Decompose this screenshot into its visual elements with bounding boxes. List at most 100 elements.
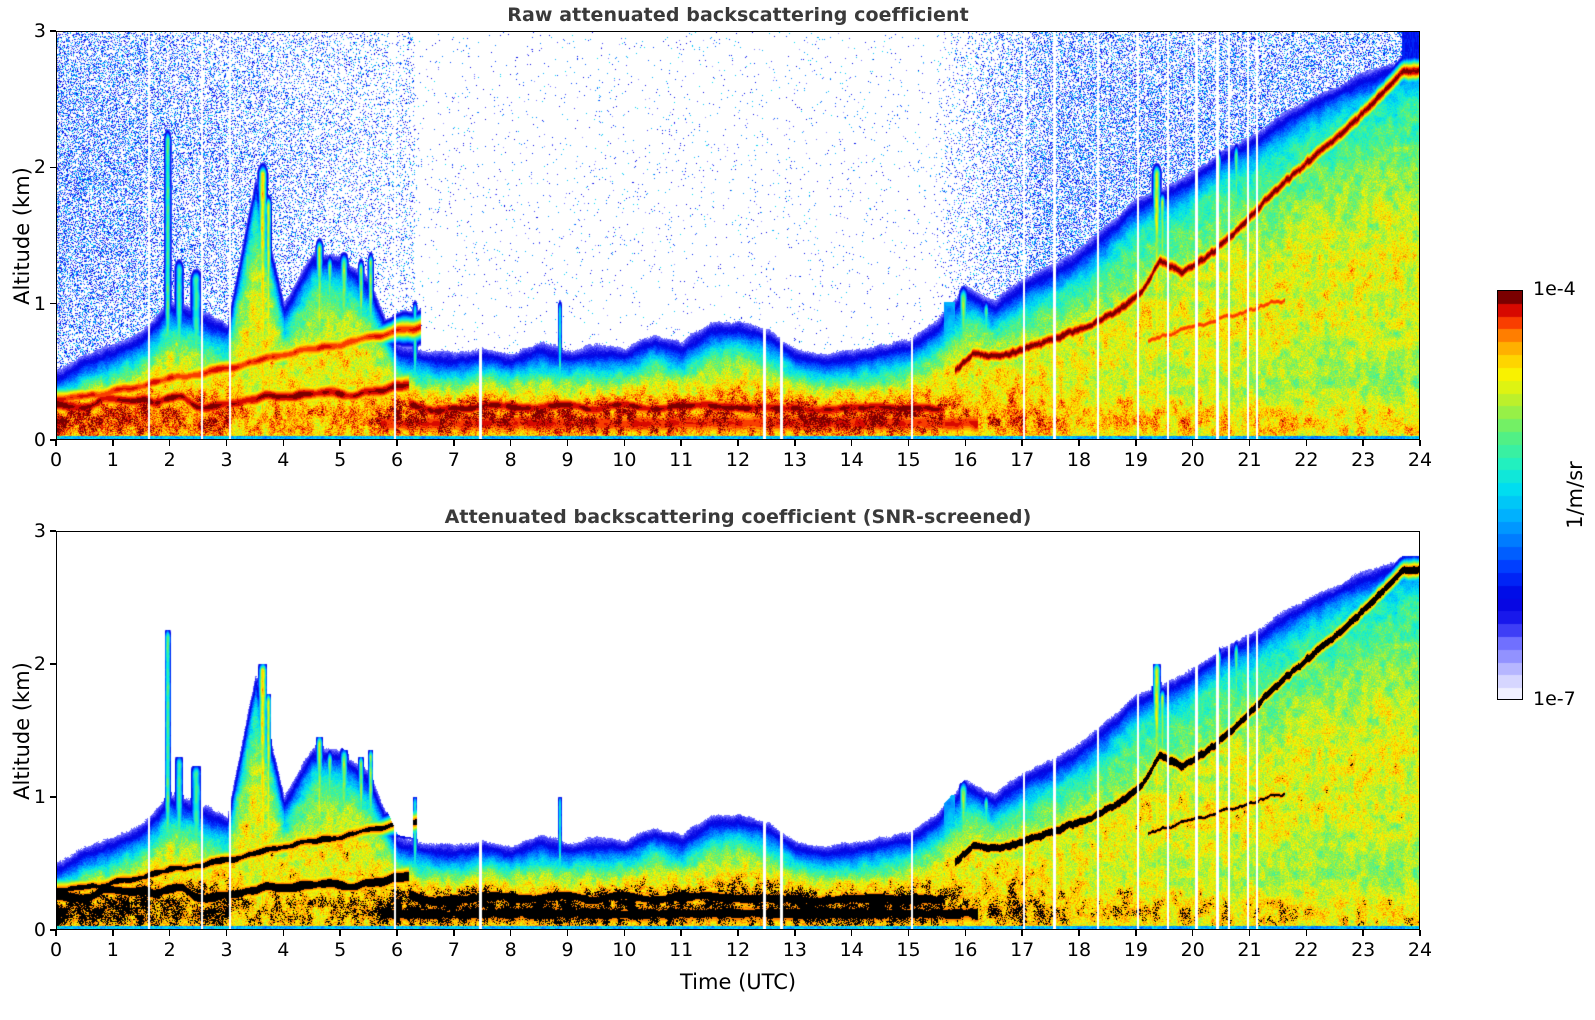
x-tick-mark — [396, 440, 398, 446]
x-tick-label: 6 — [390, 939, 404, 961]
x-tick-mark — [1362, 930, 1364, 936]
x-tick-mark — [1191, 440, 1194, 446]
x-tick-label: 23 — [1351, 939, 1376, 961]
x-tick-mark — [112, 440, 114, 446]
x-tick-mark — [964, 440, 967, 446]
x-tick-label: 4 — [277, 939, 290, 961]
x-tick-mark — [566, 440, 569, 446]
x-tick-label: 20 — [1180, 449, 1205, 471]
y-axis-label-raw: Altitude (km) — [9, 166, 34, 305]
x-tick-label: 18 — [1066, 449, 1092, 471]
y-tick-mark — [50, 166, 56, 169]
x-tick-label: 9 — [561, 449, 574, 471]
x-tick-mark — [680, 440, 682, 446]
x-tick-mark — [1135, 440, 1137, 446]
x-tick-label: 6 — [390, 449, 404, 471]
x-tick-label: 19 — [1123, 939, 1148, 961]
x-tick-mark — [225, 930, 228, 936]
x-tick-label: 15 — [896, 939, 921, 961]
x-tick-mark — [168, 930, 171, 936]
x-tick-mark — [225, 440, 228, 446]
x-tick-mark — [1135, 930, 1137, 936]
y-tick-label: 3 — [33, 20, 46, 42]
x-tick-mark — [509, 930, 512, 936]
x-tick-mark — [453, 440, 455, 446]
colorbar-unit-label: 1/m/sr — [1562, 461, 1587, 529]
x-tick-label: 17 — [1010, 449, 1035, 471]
y-tick-label: 1 — [33, 292, 46, 315]
x-tick-label: 10 — [612, 939, 637, 961]
x-tick-mark — [964, 930, 967, 936]
colorbar-max-label: 1e-4 — [1533, 278, 1576, 300]
x-tick-mark — [1419, 440, 1421, 446]
panel-title-screened: Attenuated backscattering coefficient (S… — [444, 506, 1032, 528]
x-tick-label: 5 — [334, 939, 347, 961]
x-tick-label: 9 — [561, 939, 574, 961]
x-tick-mark — [1191, 930, 1194, 936]
x-tick-label: 12 — [725, 939, 751, 961]
x-tick-label: 7 — [447, 449, 460, 471]
x-tick-mark — [1078, 930, 1080, 936]
x-tick-label: 0 — [49, 449, 63, 471]
x-tick-label: 20 — [1180, 939, 1205, 961]
x-tick-mark — [907, 930, 910, 936]
x-tick-mark — [509, 440, 512, 446]
x-tick-label: 17 — [1010, 939, 1035, 961]
x-tick-label: 3 — [220, 939, 233, 961]
x-tick-label: 16 — [953, 449, 978, 471]
x-tick-mark — [623, 930, 626, 936]
x-tick-mark — [907, 440, 910, 446]
x-tick-label: 11 — [669, 449, 694, 471]
y-tick-mark — [50, 796, 56, 798]
x-tick-label: 24 — [1407, 449, 1433, 471]
y-tick-label: 2 — [33, 156, 46, 179]
x-tick-label: 19 — [1123, 449, 1148, 471]
y-tick-mark — [50, 30, 56, 32]
x-tick-mark — [55, 440, 57, 446]
x-tick-mark — [453, 930, 455, 936]
x-tick-mark — [1305, 440, 1308, 446]
x-tick-label: 16 — [953, 939, 978, 961]
x-tick-mark — [112, 930, 114, 936]
x-tick-label: 8 — [504, 449, 517, 471]
x-tick-label: 1 — [106, 939, 119, 961]
x-tick-mark — [737, 440, 739, 446]
x-tick-mark — [1419, 930, 1421, 936]
x-tick-mark — [794, 930, 796, 936]
x-tick-mark — [623, 440, 626, 446]
colorbar-min-label: 1e-7 — [1533, 688, 1576, 710]
y-tick-label: 0 — [33, 429, 46, 451]
x-tick-label: 5 — [334, 449, 347, 471]
colorbar — [1497, 290, 1523, 700]
x-tick-label: 3 — [220, 449, 233, 471]
x-tick-mark — [566, 930, 569, 936]
heatmap-axes-raw — [56, 31, 1420, 440]
x-tick-label: 21 — [1237, 939, 1262, 961]
x-tick-mark — [339, 930, 341, 936]
x-tick-mark — [282, 930, 285, 936]
x-tick-mark — [850, 930, 853, 936]
x-tick-label: 21 — [1237, 449, 1262, 471]
x-tick-label: 13 — [782, 939, 807, 961]
x-tick-mark — [1305, 930, 1308, 936]
x-tick-label: 8 — [504, 939, 517, 961]
heatmap-axes-screened — [56, 531, 1420, 930]
x-tick-label: 11 — [669, 939, 694, 961]
x-tick-label: 7 — [447, 939, 460, 961]
x-tick-label: 13 — [782, 449, 807, 471]
x-tick-label: 2 — [163, 939, 176, 961]
x-tick-mark — [794, 440, 796, 446]
x-tick-label: 2 — [163, 449, 176, 471]
x-tick-label: 14 — [839, 939, 864, 961]
y-tick-mark — [50, 302, 56, 305]
x-tick-label: 18 — [1066, 939, 1092, 961]
x-tick-label: 12 — [725, 449, 751, 471]
x-tick-label: 4 — [277, 449, 290, 471]
x-tick-mark — [1248, 930, 1251, 936]
x-tick-mark — [339, 440, 341, 446]
y-tick-mark — [50, 929, 56, 931]
y-tick-mark — [50, 530, 56, 532]
x-tick-mark — [850, 440, 853, 446]
x-tick-label: 10 — [612, 449, 637, 471]
y-tick-mark — [50, 439, 56, 441]
